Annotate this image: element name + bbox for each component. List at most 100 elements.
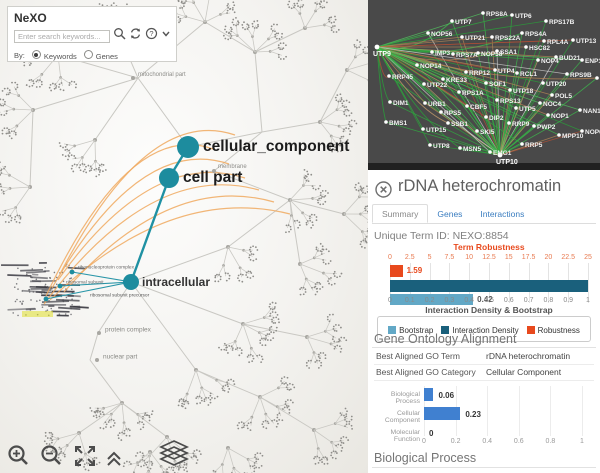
gene-node-kre33[interactable]: KRE33 bbox=[446, 77, 467, 84]
gene-node-nan1[interactable]: NAN1 bbox=[583, 108, 600, 115]
gene-node-utp20[interactable]: UTP20 bbox=[546, 81, 567, 88]
gene-node-nop6[interactable]: NOP6 bbox=[585, 129, 600, 136]
node-intracellular[interactable]: intracellular bbox=[142, 275, 211, 289]
node-membrane[interactable]: membrane bbox=[218, 164, 247, 170]
gene-node-utp7[interactable]: UTP7 bbox=[455, 19, 472, 26]
gene-node-utp15[interactable]: UTP15 bbox=[426, 127, 447, 134]
node-protein-complex[interactable]: protein complex bbox=[105, 326, 151, 334]
bar-bootstrap: 0.42 bbox=[390, 294, 493, 305]
bottom-axis-tick: 0.3 bbox=[444, 297, 455, 304]
help-icon[interactable]: ? bbox=[145, 27, 158, 45]
gene-node-utp5[interactable]: UTP5 bbox=[519, 106, 536, 113]
search-icon[interactable] bbox=[113, 27, 126, 45]
gene-node-rps1a[interactable]: RPS1A bbox=[462, 90, 484, 97]
go-bar-value: 0.06 bbox=[438, 391, 455, 400]
gene-node-nop56[interactable]: NOP56 bbox=[431, 31, 453, 38]
gene-node-rrp5[interactable]: RRP5 bbox=[525, 142, 543, 149]
gene-node-rps5[interactable]: RPS5 bbox=[444, 110, 461, 117]
bottom-axis-tick: 0.8 bbox=[543, 297, 554, 304]
go-bar-value: 0 bbox=[429, 429, 434, 438]
gene-node-utp4[interactable]: UTP4 bbox=[498, 68, 515, 75]
node-cell-part[interactable]: cell part bbox=[183, 169, 243, 186]
gene-node-pwp2[interactable]: PWP2 bbox=[537, 124, 556, 131]
gene-node-msn5[interactable]: MSN5 bbox=[463, 146, 481, 153]
tab-summary[interactable]: Summary bbox=[372, 204, 429, 223]
node-ribosomal-subunit[interactable]: ribosomal subunit bbox=[66, 280, 104, 286]
gene-node-urb1[interactable]: URB1 bbox=[428, 101, 446, 108]
search-input[interactable] bbox=[14, 29, 110, 43]
go-table-label: Best Aligned GO Term bbox=[376, 351, 460, 361]
gene-node-nop58[interactable]: NOP58 bbox=[481, 51, 503, 58]
gene-node-nop4[interactable]: NOP4 bbox=[541, 58, 559, 65]
gene-node-utp22[interactable]: UTP22 bbox=[427, 82, 448, 89]
layers-button[interactable] bbox=[158, 439, 190, 469]
gene-node-rrp9[interactable]: RRP9 bbox=[512, 121, 530, 128]
search-mode-row: By: Keywords Genes bbox=[14, 50, 170, 61]
zoom-in-button[interactable] bbox=[6, 443, 32, 469]
gene-node-utp18[interactable]: UTP18 bbox=[513, 88, 534, 95]
node-mitochondrial-part[interactable]: mitochondrial part bbox=[138, 72, 186, 78]
gene-node-rps7a[interactable]: RPS7A bbox=[456, 52, 478, 59]
node-cellular-component[interactable]: cellular_component bbox=[203, 138, 350, 155]
fit-to-screen-button[interactable] bbox=[72, 443, 98, 469]
gene-node-utp13[interactable]: UTP13 bbox=[576, 38, 597, 45]
radio-keywords[interactable] bbox=[31, 50, 41, 59]
gene-node-dim1[interactable]: DIM1 bbox=[393, 100, 409, 107]
tab-genes[interactable]: Genes bbox=[437, 209, 463, 219]
chevron-down-icon[interactable] bbox=[161, 27, 171, 45]
gene-node-utp21[interactable]: UTP21 bbox=[465, 35, 486, 42]
gene-node-cbf5[interactable]: CBF5 bbox=[470, 104, 487, 111]
collapse-button[interactable] bbox=[105, 447, 123, 469]
gene-node-noc4[interactable]: NOC4 bbox=[543, 101, 561, 108]
gene-node-hsc82[interactable]: HSC82 bbox=[529, 45, 550, 52]
radio-label: Keywords bbox=[43, 52, 77, 61]
gene-node-rrp45[interactable]: RRP45 bbox=[392, 74, 413, 81]
gene-node-rpl4a[interactable]: RPL4A bbox=[547, 39, 569, 46]
gene-node-utp6[interactable]: UTP6 bbox=[515, 13, 532, 20]
refresh-icon[interactable] bbox=[129, 27, 142, 45]
gene-node-rps17b[interactable]: RPS17B bbox=[549, 19, 575, 26]
radio-genes[interactable] bbox=[83, 50, 93, 59]
gene-node-ski5[interactable]: SKI5 bbox=[480, 129, 495, 136]
gene-node-bms1[interactable]: BMS1 bbox=[389, 120, 407, 127]
gene-node-bud21[interactable]: BUD21 bbox=[559, 55, 581, 62]
gene-node-nop14[interactable]: NOP14 bbox=[420, 63, 442, 70]
gene-node-rcl1[interactable]: RCL1 bbox=[520, 71, 537, 78]
interaction-network-canvas[interactable]: UTP9 UTP10 NOP56 UTP7 RPS8A UTP6 RPS17B UTP21 RP… bbox=[368, 0, 600, 170]
gene-node-mpp10[interactable]: MPP10 bbox=[562, 133, 584, 140]
legend-item: Robustness bbox=[526, 326, 580, 335]
gene-node-utp8[interactable]: UTP8 bbox=[433, 143, 450, 150]
gene-node-sof1[interactable]: SOF1 bbox=[489, 81, 506, 88]
tab-interactions[interactable]: Interactions bbox=[480, 209, 525, 219]
zoom-out-button[interactable] bbox=[39, 443, 65, 469]
go-axis-tick: 0 bbox=[422, 438, 426, 445]
gene-node-rrp12[interactable]: RRP12 bbox=[469, 70, 490, 77]
gene-node-dip2[interactable]: DIP2 bbox=[489, 115, 504, 122]
gene-node-rps8a[interactable]: RPS8A bbox=[486, 11, 508, 18]
gene-node-rps13[interactable]: RPS13 bbox=[500, 98, 521, 105]
node-nuclear-part[interactable]: nuclear part bbox=[103, 353, 138, 361]
gene-node-imp3[interactable]: IMP3 bbox=[435, 50, 451, 57]
search-panel: NeXO ? By: Keywords Genes bbox=[7, 6, 177, 62]
bar-interaction-density bbox=[390, 280, 588, 292]
gene-node-ssb1[interactable]: SSB1 bbox=[451, 121, 468, 128]
gene-node-utp9[interactable]: UTP9 bbox=[373, 51, 391, 58]
bar-value: 1.59 bbox=[406, 266, 423, 275]
gene-node-nop1[interactable]: NOP1 bbox=[551, 113, 569, 120]
top-axis-tick: 5 bbox=[427, 254, 432, 261]
gene-node-rps9b[interactable]: RPS9B bbox=[570, 72, 592, 79]
gene-node-emg1[interactable]: EMG1 bbox=[493, 150, 512, 157]
legend-swatch bbox=[441, 326, 450, 334]
gene-node-rps22a[interactable]: RPS22A bbox=[495, 35, 521, 42]
gene-node-pol5[interactable]: POL5 bbox=[555, 93, 572, 100]
bottom-axis-tick: 0 bbox=[388, 297, 392, 304]
gene-node-rps4a[interactable]: RPS4A bbox=[525, 31, 547, 38]
gene-node-enp1[interactable]: ENP1 bbox=[585, 58, 600, 65]
close-icon[interactable] bbox=[375, 181, 392, 203]
node-ribosomal-subunit-precursor[interactable]: ribosomal subunit precursor bbox=[90, 293, 150, 299]
gene-node-ssa1[interactable]: SSA1 bbox=[500, 49, 517, 56]
gene-node-utp10[interactable]: UTP10 bbox=[496, 159, 518, 166]
node-ribonucleoprotein-complex[interactable]: ribonucleoprotein complex bbox=[78, 265, 134, 271]
